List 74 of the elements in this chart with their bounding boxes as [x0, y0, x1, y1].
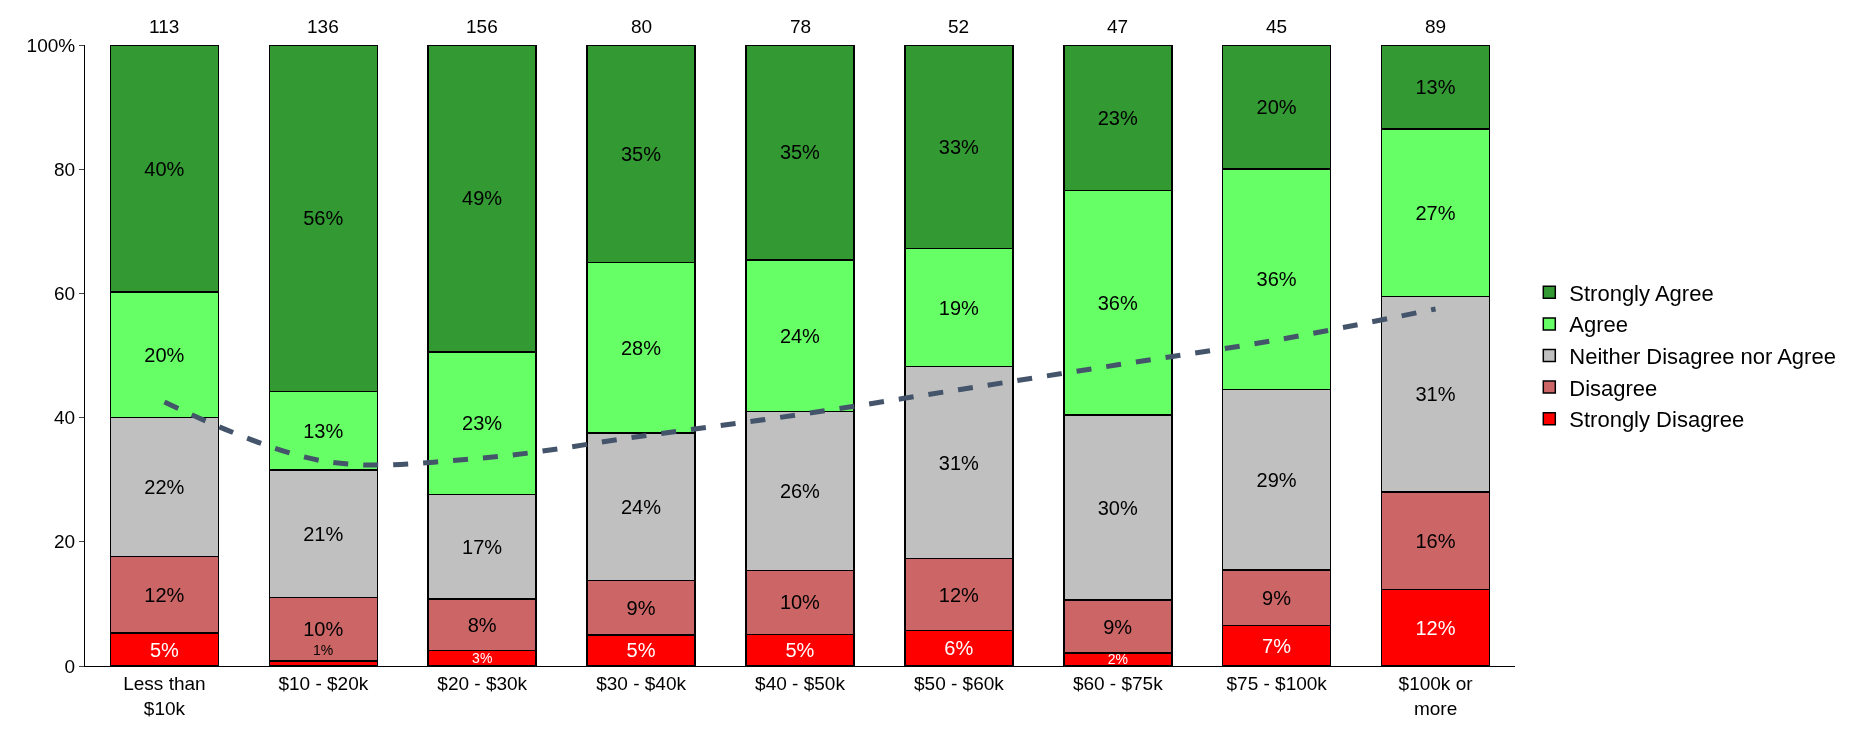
annotation: 80: [631, 16, 653, 37]
data-label: 29%: [1256, 468, 1297, 491]
data-label: 1%: [313, 642, 334, 658]
data-label: 23%: [1097, 106, 1138, 129]
data-label: 13%: [303, 419, 344, 442]
data-label: 12%: [938, 583, 980, 606]
legend-label: Strongly Disagree: [1569, 407, 1745, 433]
data-label: 24%: [620, 495, 662, 518]
data-label: 35%: [779, 141, 821, 164]
data-label: 12%: [144, 583, 185, 606]
legend-label: Strongly Agree: [1569, 280, 1714, 306]
data-label: 5%: [785, 639, 815, 662]
data-label: 20%: [1256, 96, 1297, 119]
data-label: 3%: [472, 650, 493, 667]
x-tick-label: $100k or more: [1398, 672, 1474, 719]
data-label: 28%: [620, 336, 662, 359]
data-label: 10%: [303, 618, 344, 641]
data-label: 19%: [938, 296, 980, 319]
data-label: 2%: [1107, 651, 1128, 668]
data-label: 36%: [1256, 268, 1297, 291]
data-label: 5%: [626, 639, 656, 662]
data-label: 20%: [144, 343, 185, 366]
data-label: 26%: [779, 479, 821, 502]
annotation: 52: [948, 16, 970, 37]
y-tick-label: 40: [54, 407, 76, 429]
y-tick-label: 60: [54, 283, 76, 305]
x-tick-label: $50 - $60k: [913, 672, 1005, 694]
y-tick-label: 0: [64, 655, 76, 677]
data-label: 5%: [149, 638, 180, 661]
data-label: 22%: [144, 476, 185, 499]
y-tick-label: 20: [54, 531, 76, 553]
data-label: 49%: [462, 187, 503, 210]
data-label: 24%: [779, 324, 821, 347]
x-tick-label: $10 - $20k: [278, 672, 369, 694]
x-tick-label: $20 - $30k: [437, 672, 528, 694]
legend-label: Disagree: [1569, 375, 1658, 401]
x-tick-label: $75 - $100k: [1226, 672, 1328, 694]
annotation: 45: [1266, 16, 1288, 37]
data-label: 35%: [620, 142, 662, 165]
data-label: 16%: [1415, 529, 1456, 552]
annotation: 136: [307, 16, 339, 37]
data-label: 17%: [462, 535, 503, 558]
data-label: 13%: [1415, 75, 1456, 98]
x-tick-label: Less than $10k: [123, 672, 206, 719]
data-label: 12%: [1415, 616, 1456, 639]
legend-label: Neither Disagree nor Agree: [1569, 344, 1836, 370]
data-label: 56%: [303, 207, 344, 230]
data-label: 9%: [1103, 615, 1133, 638]
data-label: 30%: [1097, 496, 1138, 519]
annotation: 156: [466, 16, 498, 37]
data-label: 6%: [944, 637, 974, 660]
annotation: 78: [790, 16, 812, 37]
data-label: 7%: [1262, 634, 1292, 657]
data-label: 9%: [626, 596, 656, 619]
data-label: 33%: [938, 135, 980, 158]
y-tick-label: 100%: [26, 34, 76, 56]
data-label: 31%: [938, 451, 980, 474]
x-tick-label: $40 - $50k: [755, 672, 846, 694]
data-label: 40%: [144, 157, 185, 180]
data-label: 21%: [303, 522, 344, 545]
data-label: 36%: [1097, 291, 1138, 314]
y-tick-label: 80: [54, 158, 76, 180]
annotation: 47: [1107, 16, 1129, 37]
data-label: 8%: [467, 613, 497, 636]
data-label: 31%: [1415, 383, 1456, 406]
legend-label: Agree: [1569, 312, 1629, 338]
data-label: 9%: [1262, 586, 1292, 609]
x-tick-label: $30 - $40k: [596, 672, 687, 694]
annotation: 89: [1425, 16, 1447, 37]
data-label: 10%: [779, 591, 821, 614]
data-label: 23%: [462, 412, 503, 435]
annotation: 113: [149, 16, 180, 37]
data-label: 27%: [1415, 201, 1456, 224]
x-tick-label: $60 - $75k: [1072, 672, 1164, 694]
